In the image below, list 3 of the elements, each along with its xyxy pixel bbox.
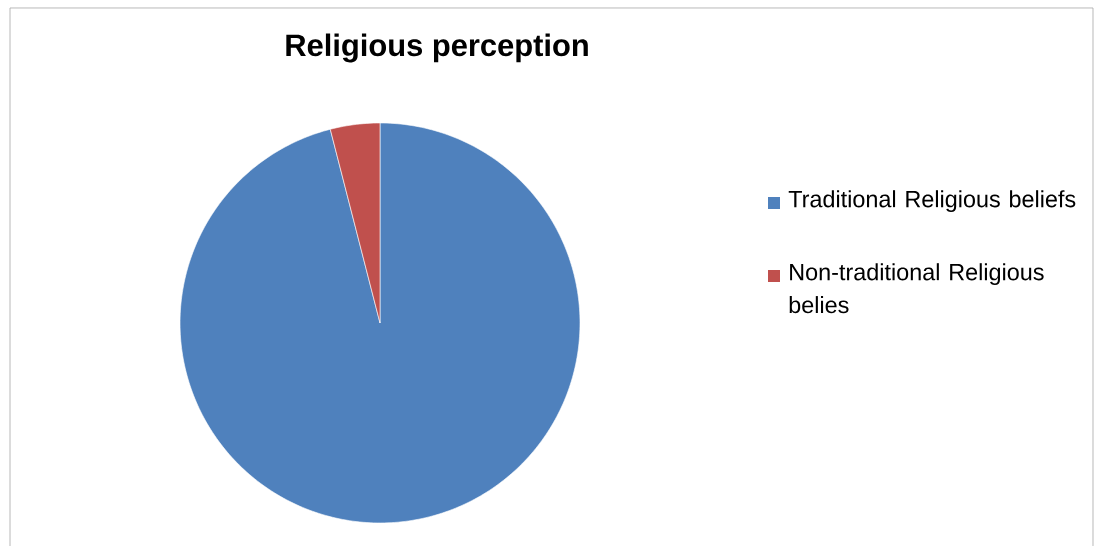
legend-label: Traditional Religious beliefs xyxy=(788,190,1076,213)
chart-title: Religious perception xyxy=(286,33,588,63)
legend-label: Non-traditional Religious belies xyxy=(789,263,1044,314)
